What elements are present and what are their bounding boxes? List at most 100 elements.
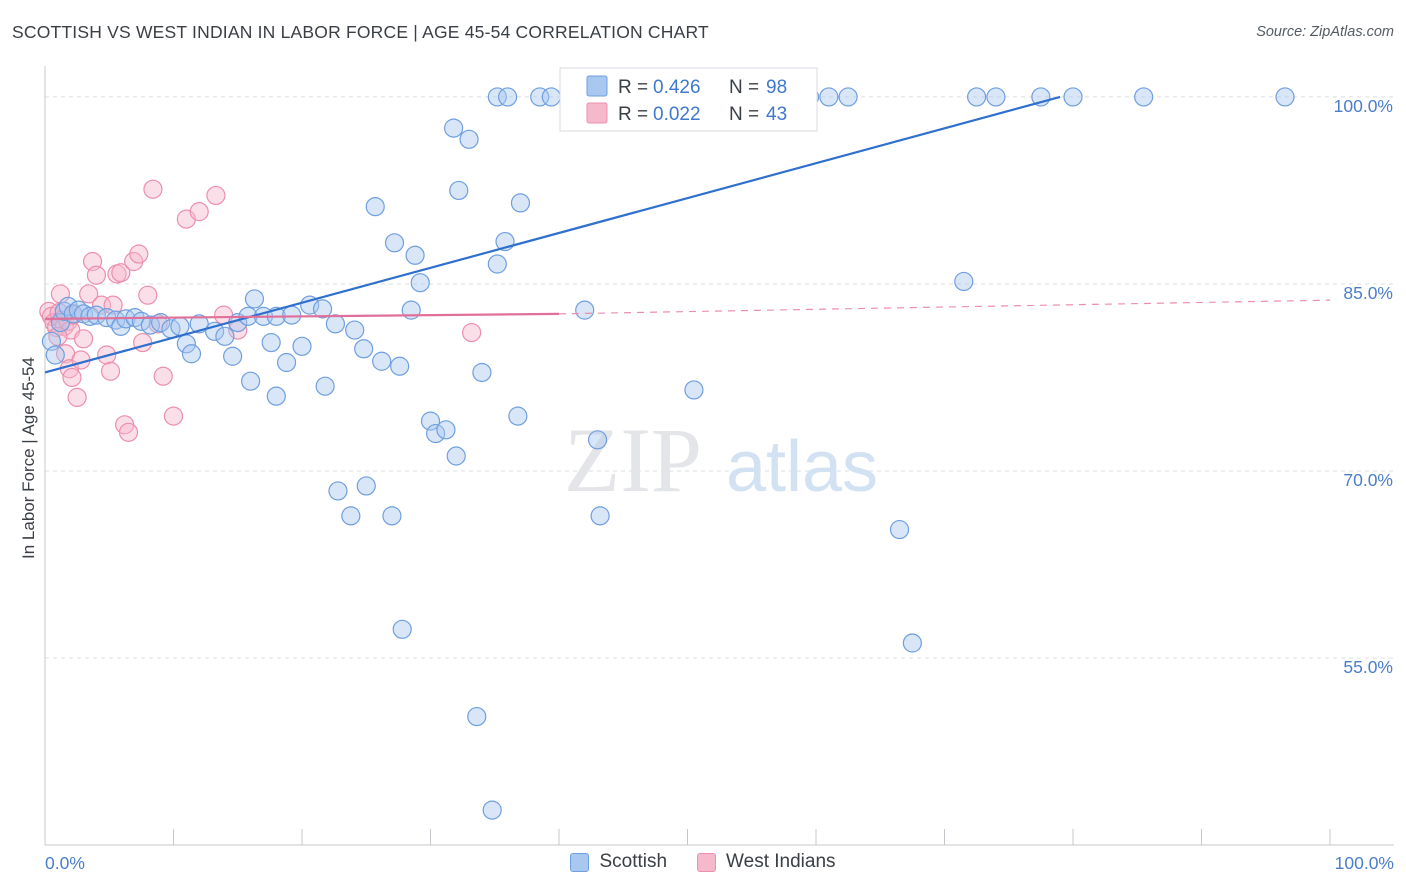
legend-swatch-west-indians — [586, 102, 608, 124]
data-point — [446, 446, 466, 466]
source-label: Source: ZipAtlas.com — [1256, 24, 1394, 40]
data-point — [80, 306, 100, 326]
data-point — [530, 87, 550, 107]
x-axis-ticks — [44, 829, 1331, 845]
data-point — [444, 118, 464, 138]
data-point — [449, 180, 469, 201]
data-point — [510, 193, 531, 213]
data-point — [133, 332, 153, 353]
data-point — [62, 367, 82, 388]
data-point — [45, 345, 65, 365]
data-point — [384, 233, 405, 253]
data-point — [986, 87, 1006, 107]
data-point — [1275, 87, 1295, 107]
y-tick-label: 70.0% — [1343, 470, 1393, 490]
data-point — [356, 476, 376, 496]
data-point — [482, 800, 502, 820]
west-indians-trend-line-extension — [558, 299, 1331, 315]
legend-n-west-indians: 43 — [766, 104, 787, 125]
data-point — [590, 506, 610, 526]
bottom-legend: Scottish West Indians — [0, 851, 1406, 873]
y-tick-label: 55.0% — [1343, 657, 1393, 677]
data-point — [91, 295, 112, 315]
data-point — [508, 406, 528, 426]
data-point — [372, 351, 392, 371]
data-point — [587, 430, 608, 450]
data-point — [426, 423, 446, 444]
legend: R = 0.426 N = 98 R = 0.022 N = 43 — [559, 67, 818, 132]
data-point — [967, 87, 987, 107]
data-point — [73, 329, 94, 349]
y-tick-label: 100.0% — [1334, 96, 1393, 116]
scottish-points — [41, 87, 1295, 820]
data-point — [487, 254, 507, 274]
data-point — [206, 185, 226, 206]
west-indians-points — [39, 179, 482, 442]
data-point — [189, 202, 209, 222]
data-point — [79, 284, 99, 304]
data-point — [462, 322, 482, 343]
west-indians-trend-line — [44, 312, 560, 320]
data-point — [382, 506, 402, 526]
data-point — [143, 179, 163, 199]
data-point — [819, 87, 839, 107]
data-point — [392, 619, 412, 639]
legend-item-scottish: Scottish — [570, 851, 667, 873]
data-point — [410, 273, 430, 293]
data-point — [215, 326, 235, 346]
data-point — [292, 336, 312, 356]
data-point — [315, 376, 335, 396]
scottish-trend-line — [44, 95, 1061, 374]
data-point — [498, 87, 518, 107]
data-point — [163, 406, 184, 426]
y-axis-title: In Labor Force | Age 45-54 — [19, 357, 38, 559]
legend-swatch-scottish — [570, 852, 590, 872]
legend-label-west-indians: West Indians — [726, 851, 836, 872]
watermark-atlas: atlas — [726, 427, 878, 507]
data-point — [300, 295, 320, 315]
x-tick-label-min: 0.0% — [45, 853, 85, 873]
data-point — [405, 245, 425, 265]
y-tick-label: 85.0% — [1343, 283, 1393, 303]
data-point — [365, 197, 385, 217]
legend-swatch-scottish — [586, 75, 608, 97]
data-point — [223, 346, 243, 366]
data-point — [1063, 87, 1083, 107]
data-point — [67, 387, 87, 408]
data-point — [181, 344, 202, 364]
legend-swatch-west-indians — [697, 852, 717, 872]
data-point — [312, 299, 333, 319]
data-point — [276, 352, 297, 373]
legend-r-west-indians: 0.022 — [653, 104, 701, 125]
data-point — [86, 265, 107, 285]
legend-r-label: R = — [618, 77, 648, 98]
legend-item-west-indians: West Indians — [697, 851, 836, 873]
data-point — [472, 362, 492, 383]
legend-r-label: R = — [618, 104, 648, 125]
legend-label-scottish: Scottish — [599, 851, 668, 872]
data-point — [436, 420, 456, 440]
y-tick-labels: 55.0% 70.0% 85.0% 100.0% — [1334, 96, 1393, 677]
data-point — [1134, 87, 1154, 107]
data-point — [459, 129, 479, 149]
data-point — [838, 87, 858, 107]
watermark-zip: ZIP — [564, 409, 702, 511]
data-point — [487, 87, 507, 107]
data-point — [153, 366, 173, 386]
data-point — [325, 314, 346, 334]
data-point — [575, 300, 595, 320]
x-tick-label-max: 100.0% — [1335, 853, 1394, 873]
data-point — [684, 380, 704, 400]
data-point — [103, 295, 123, 315]
legend-n-scottish: 98 — [766, 77, 787, 98]
data-point — [345, 320, 365, 340]
data-point — [354, 339, 374, 359]
data-point — [420, 411, 441, 431]
data-point — [138, 285, 158, 305]
legend-n-label: N = — [729, 77, 759, 98]
data-point — [241, 371, 261, 391]
data-point — [111, 263, 131, 283]
data-point — [118, 422, 139, 442]
data-point — [889, 519, 910, 540]
